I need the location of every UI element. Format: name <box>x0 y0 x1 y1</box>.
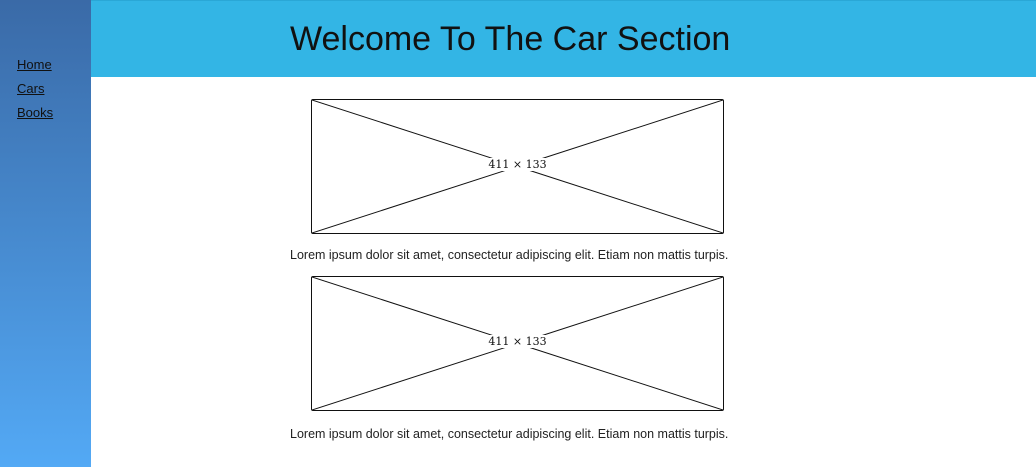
image-placeholder: 411 × 133 <box>311 99 724 234</box>
image-placeholder: 411 × 133 <box>311 276 724 411</box>
image-caption: Lorem ipsum dolor sit amet, consectetur … <box>290 248 729 262</box>
sidebar: Home Cars Books <box>0 0 91 467</box>
placeholder-size-text: 411 × 133 <box>487 335 548 348</box>
placeholder-size-label: 411 × 133 <box>312 335 723 349</box>
image-caption: Lorem ipsum dolor sit amet, consectetur … <box>290 427 729 441</box>
sidebar-item-books: Books <box>17 105 53 129</box>
sidebar-nav: Home Cars Books <box>17 57 53 129</box>
nav-link-home[interactable]: Home <box>17 57 52 72</box>
placeholder-size-text: 411 × 133 <box>487 158 548 171</box>
placeholder-size-label: 411 × 133 <box>312 158 723 172</box>
sidebar-item-home: Home <box>17 57 53 81</box>
page-title: Welcome To The Car Section <box>290 20 731 58</box>
nav-link-books[interactable]: Books <box>17 105 54 120</box>
sidebar-item-cars: Cars <box>17 81 53 105</box>
nav-link-cars[interactable]: Cars <box>17 81 45 96</box>
page-header: Welcome To The Car Section <box>91 0 1036 77</box>
